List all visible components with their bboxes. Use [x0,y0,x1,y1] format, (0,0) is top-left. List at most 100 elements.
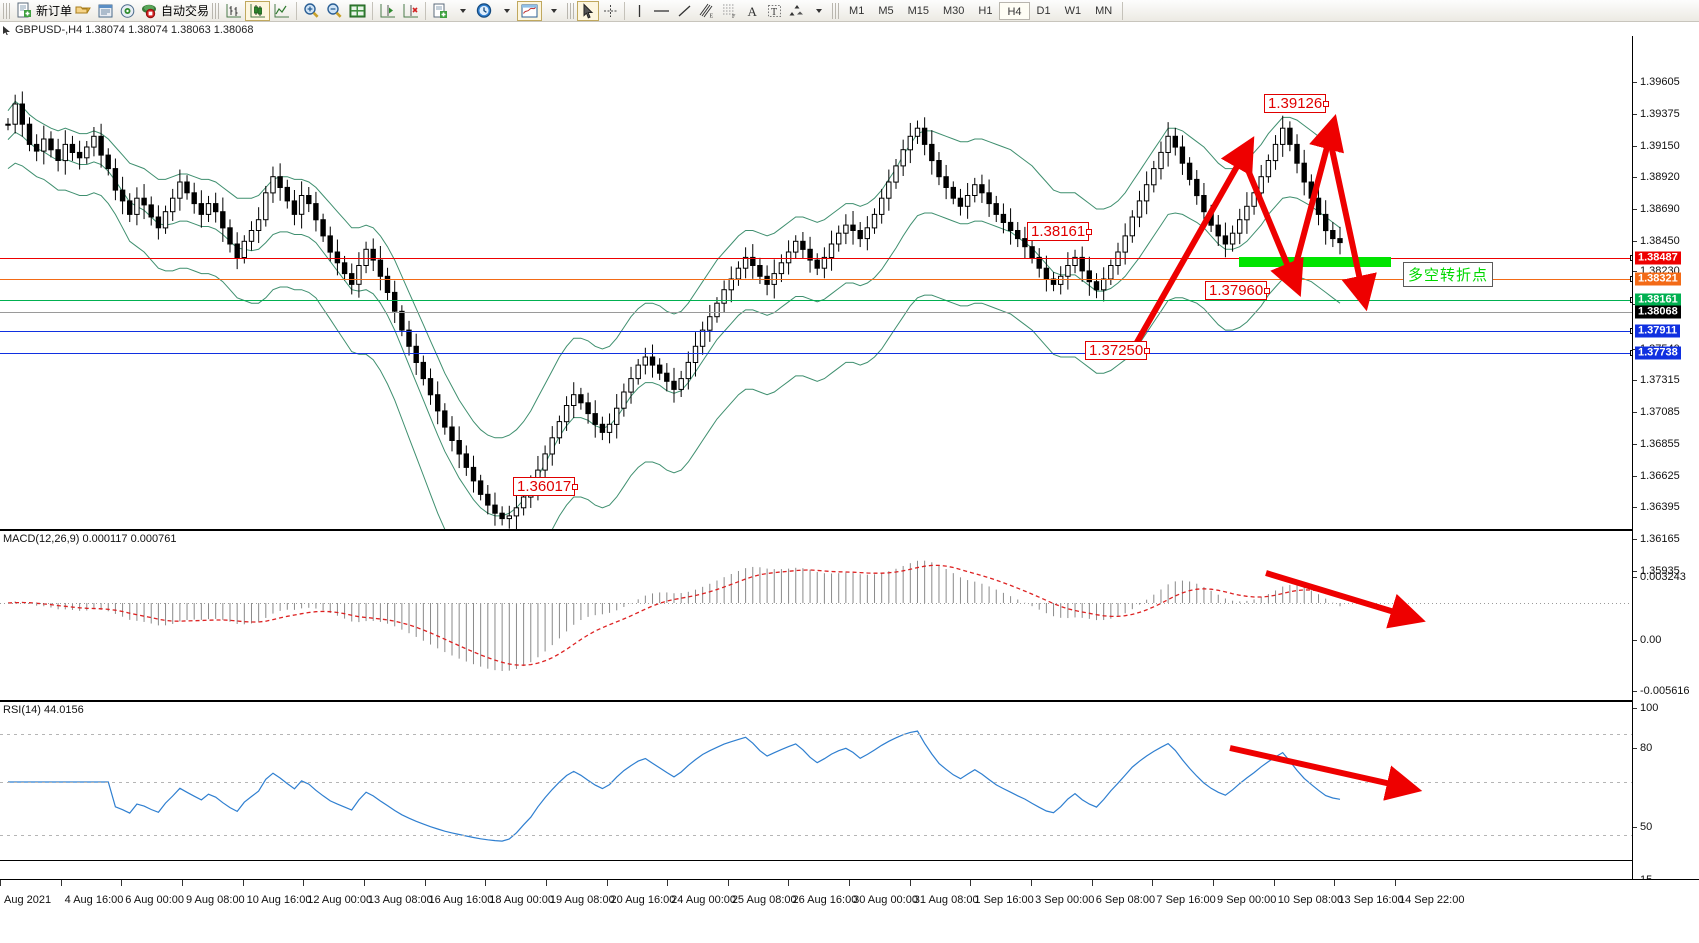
green-level-badge[interactable]: 1.38161 [1635,293,1681,307]
rsi-level-80 [0,734,1632,735]
tile-windows-icon[interactable] [346,1,369,21]
candlestick-chart-icon[interactable] [245,0,271,21]
crosshair-icon[interactable] [599,1,621,21]
add-indicator-icon[interactable] [429,1,451,21]
toolbar-grip-2[interactable] [212,2,220,19]
line-chart-icon[interactable] [270,1,293,21]
annotation-chinese-note[interactable]: 多空转折点 [1403,262,1494,287]
time-tick-label: 20 Aug 16:00 [610,894,676,906]
price-tick [1633,209,1637,210]
text-icon[interactable]: A [741,1,763,21]
time-tick [909,880,911,886]
annotation-label-pullback[interactable]: 1.37960 [1205,281,1271,300]
annotation-label-high[interactable]: 1.39126 [1264,94,1330,113]
macd-zero-line [0,603,1632,604]
rsi-pane[interactable]: RSI(14) 44.0156 [0,701,1632,861]
add-indicator-dropdown-icon[interactable] [451,1,473,21]
price-tick-label: 1.36165 [1640,533,1680,545]
period-m30[interactable]: M30 [943,4,965,17]
annotation-label-swing-low[interactable]: 1.37250 [1085,341,1151,360]
period-dropdown-icon[interactable] [495,1,517,21]
zoom-out-icon[interactable] [323,1,346,21]
toolbar-separator-4 [624,1,626,20]
price-pane[interactable]: 1.36017 1.38161 1.37250 1.37960 1.39126 … [0,36,1632,530]
data-window-icon[interactable] [94,1,116,21]
cursor-arrow-icon[interactable] [577,0,600,21]
new-order-label[interactable]: 新订单 [36,4,73,18]
zoom-in-icon[interactable] [300,1,323,21]
time-tick-label: 12 Aug 00:00 [307,894,373,906]
cursor-arrow-icon [3,25,10,35]
time-tick [545,880,547,886]
period-d1[interactable]: D1 [1036,4,1051,17]
orange-level-badge[interactable]: 1.38321 [1635,272,1681,286]
toolbar-grip-3[interactable] [567,2,575,19]
rsi-tick-label: 80 [1640,742,1653,754]
level-line-1_38487[interactable] [0,255,1632,261]
time-tick-label: Aug 2021 [4,894,52,906]
time-tick-label: 10 Aug 16:00 [246,894,312,906]
auto-scroll-icon[interactable] [399,1,422,21]
symbol-info-text: GBPUSD-,H4 1.38074 1.38074 1.38063 1.380… [15,23,254,36]
auto-trading-label[interactable]: 自动交易 [161,4,210,18]
main-toolbar: 新订单 自动交易 [0,0,1699,22]
toolbar-separator-3 [425,1,427,20]
current-price-badge[interactable]: 1.38068 [1635,305,1681,319]
period-h4[interactable]: H4 [999,1,1030,20]
macd-pane[interactable]: MACD(12,26,9) 0.000117 0.000761 [0,530,1632,701]
navigator-icon[interactable] [116,1,138,21]
auto-trading-icon[interactable] [138,1,160,21]
period-m5[interactable]: M5 [878,4,894,17]
price-tick [1633,476,1637,477]
price-tick-label: 1.35935 [1640,565,1680,577]
trendline-icon[interactable] [673,1,695,21]
time-tick [121,880,123,886]
equidistant-channel-icon[interactable]: E [695,1,718,21]
svg-text:A: A [747,4,757,19]
price-tick [1633,146,1637,147]
resistance-level-badge[interactable]: 1.38487 [1635,251,1681,265]
period-clock-icon[interactable] [473,1,495,21]
time-tick [485,880,487,886]
level-line-1_37911[interactable] [0,328,1632,334]
vertical-line-icon[interactable] [628,1,650,21]
time-tick [1152,880,1154,886]
period-h1[interactable]: H1 [978,4,993,17]
text-label-icon[interactable]: T [763,1,785,21]
period-m1[interactable]: M1 [849,4,865,17]
toolbar-grip[interactable] [3,2,10,19]
chart-area[interactable]: 1.36017 1.38161 1.37250 1.37960 1.39126 … [0,36,1699,943]
time-tick-label: 19 Aug 08:00 [549,894,615,906]
templates-dropdown-icon[interactable] [542,1,564,21]
time-axis[interactable]: Aug 2021 4 Aug 16:00 6 Aug 00:00 9 Aug 08:0… [0,879,1699,943]
level-line-1_37738[interactable] [0,350,1632,356]
period-mn[interactable]: MN [1095,4,1113,17]
time-tick [1334,880,1336,886]
price-tick-label: 1.39150 [1640,140,1680,152]
arrows-icon[interactable] [785,1,807,21]
time-tick-label: 14 Sep 22:00 [1399,894,1465,906]
level-line-1_38161[interactable] [0,297,1632,303]
new-order-icon[interactable] [13,1,35,21]
annotation-label-mid[interactable]: 1.38161 [1027,222,1093,241]
period-w1[interactable]: W1 [1064,4,1082,17]
horizontal-line-icon[interactable] [650,1,673,21]
level-line-current[interactable] [0,312,1632,313]
arrows-dropdown-icon[interactable] [807,1,829,21]
time-tick [970,880,972,886]
fibonacci-icon[interactable]: F [718,1,741,21]
bar-chart-icon[interactable] [222,1,245,21]
price-axis[interactable]: 1.39605 1.39375 1.39150 1.38920 1.38690 1.384… [1632,36,1699,904]
blue-level-badge-1[interactable]: 1.37911 [1635,324,1681,338]
period-m15[interactable]: M15 [907,4,929,17]
folder-icon[interactable] [72,1,94,21]
time-tick-label: 16 Aug 16:00 [428,894,494,906]
level-line-1_38321[interactable] [0,276,1632,282]
toolbar-grip-4[interactable] [832,2,840,19]
chart-shift-icon[interactable] [376,1,399,21]
reversal-zone-highlight[interactable] [1239,257,1391,267]
blue-level-badge-2[interactable]: 1.37738 [1635,346,1681,360]
time-tick [424,880,426,886]
templates-icon[interactable] [517,0,543,21]
annotation-label-low[interactable]: 1.36017 [513,477,579,496]
